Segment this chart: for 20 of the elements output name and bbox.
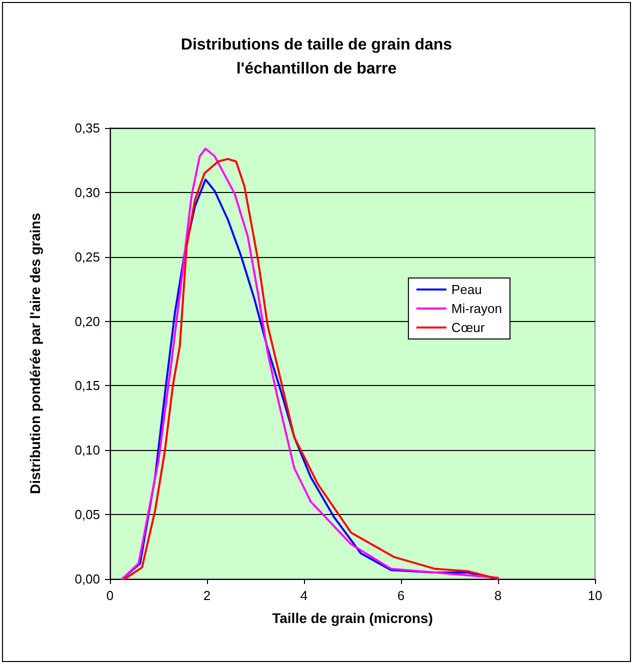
legend-label: Mi-rayon (451, 301, 502, 316)
y-tick-label: 0,00 (74, 572, 100, 586)
legend-label: Peau (451, 282, 482, 297)
x-tick-label: 8 (494, 588, 502, 603)
y-tick-label: 0,30 (74, 184, 100, 200)
x-tick-label: 0 (106, 588, 114, 603)
y-tick-label: 0,15 (74, 378, 100, 394)
x-axis-title: Taille de grain (microns) (272, 610, 433, 626)
y-tick-label: 0,10 (74, 442, 100, 458)
x-tick-label: 4 (300, 588, 308, 603)
y-axis-title: Distribution pondérée par l'aire des grains (27, 212, 43, 494)
y-tick-label: 0,05 (74, 507, 100, 522)
chart-title: Distributions de taille de grain dans l'échantillon de barre (180, 36, 452, 78)
y-tick-label: 0,35 (74, 120, 100, 136)
legend-label: Cœur (451, 320, 486, 335)
y-tick-label: 0,25 (74, 249, 100, 264)
y-tick-label: 0,20 (74, 314, 100, 329)
x-tick-label: 2 (203, 588, 211, 603)
x-tick-label: 6 (397, 588, 405, 603)
x-tick-label: 10 (588, 588, 602, 603)
